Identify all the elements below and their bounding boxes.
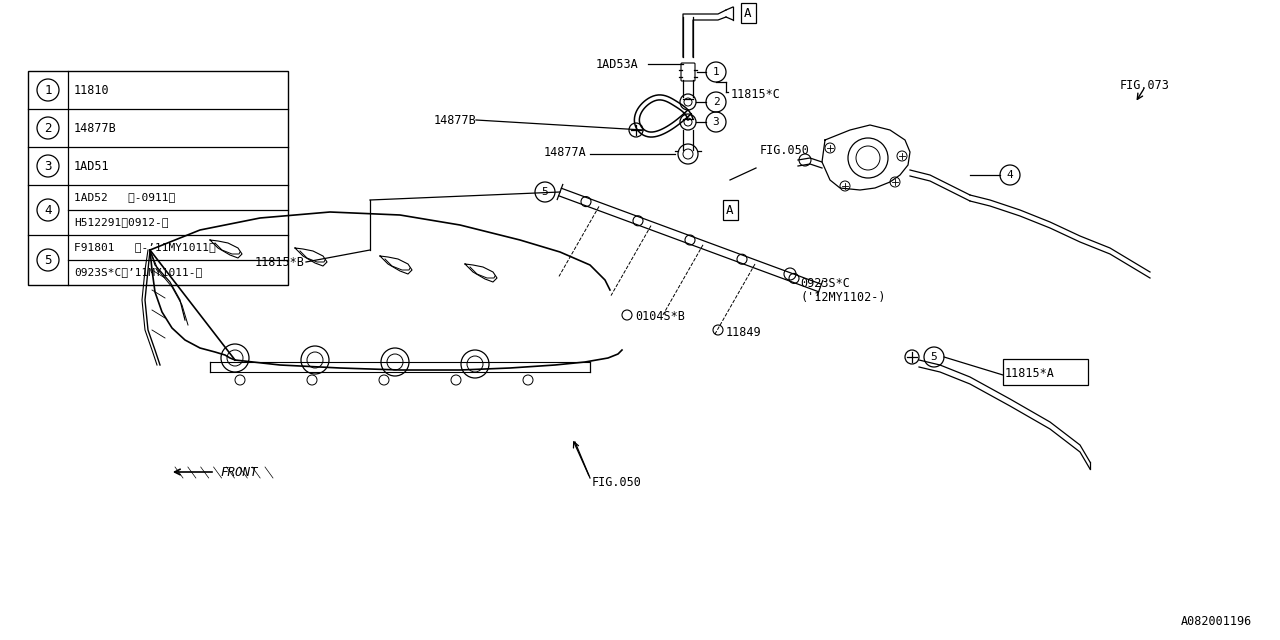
Text: 1: 1 bbox=[45, 83, 51, 97]
Text: 2: 2 bbox=[713, 97, 719, 107]
Text: 0923S*C（’11MY1011-）: 0923S*C（’11MY1011-） bbox=[74, 268, 202, 278]
Text: 14877B: 14877B bbox=[433, 113, 476, 127]
Text: 11815*A: 11815*A bbox=[1005, 367, 1055, 380]
Text: 11815*C: 11815*C bbox=[731, 88, 781, 100]
Text: 1AD53A: 1AD53A bbox=[596, 58, 639, 70]
Text: FIG.050: FIG.050 bbox=[593, 476, 641, 488]
Text: FRONT: FRONT bbox=[220, 465, 257, 479]
Text: 11849: 11849 bbox=[726, 326, 762, 339]
Text: A: A bbox=[726, 204, 733, 216]
Text: 3: 3 bbox=[45, 159, 51, 173]
Text: 5: 5 bbox=[931, 352, 937, 362]
Text: A082001196: A082001196 bbox=[1180, 615, 1252, 628]
Text: 14877A: 14877A bbox=[544, 145, 586, 159]
Text: FIG.073: FIG.073 bbox=[1120, 79, 1170, 92]
Text: A: A bbox=[744, 6, 751, 19]
Text: FIG.050: FIG.050 bbox=[760, 143, 810, 157]
Text: 5: 5 bbox=[541, 187, 548, 197]
Text: 1: 1 bbox=[713, 67, 719, 77]
Bar bbox=[28, 71, 288, 285]
Text: 4: 4 bbox=[1006, 170, 1014, 180]
Text: 0923S*C: 0923S*C bbox=[800, 277, 850, 290]
Text: 0104S*B: 0104S*B bbox=[635, 310, 685, 323]
Text: 5: 5 bbox=[45, 253, 51, 266]
Text: 4: 4 bbox=[45, 204, 51, 216]
Text: ('12MY1102-): ('12MY1102-) bbox=[800, 291, 886, 304]
Text: F91801   （-’11MY1011）: F91801 （-’11MY1011） bbox=[74, 243, 216, 253]
Text: 11815*B: 11815*B bbox=[255, 255, 305, 269]
Text: 2: 2 bbox=[45, 122, 51, 134]
Text: 1AD51: 1AD51 bbox=[74, 159, 110, 173]
Text: 14877B: 14877B bbox=[74, 122, 116, 134]
Bar bbox=[1004, 359, 1088, 385]
Text: 11810: 11810 bbox=[74, 83, 110, 97]
Text: H512291（0912-）: H512291（0912-） bbox=[74, 218, 169, 227]
Text: 3: 3 bbox=[713, 117, 719, 127]
Text: 1AD52   （-0911）: 1AD52 （-0911） bbox=[74, 193, 175, 202]
